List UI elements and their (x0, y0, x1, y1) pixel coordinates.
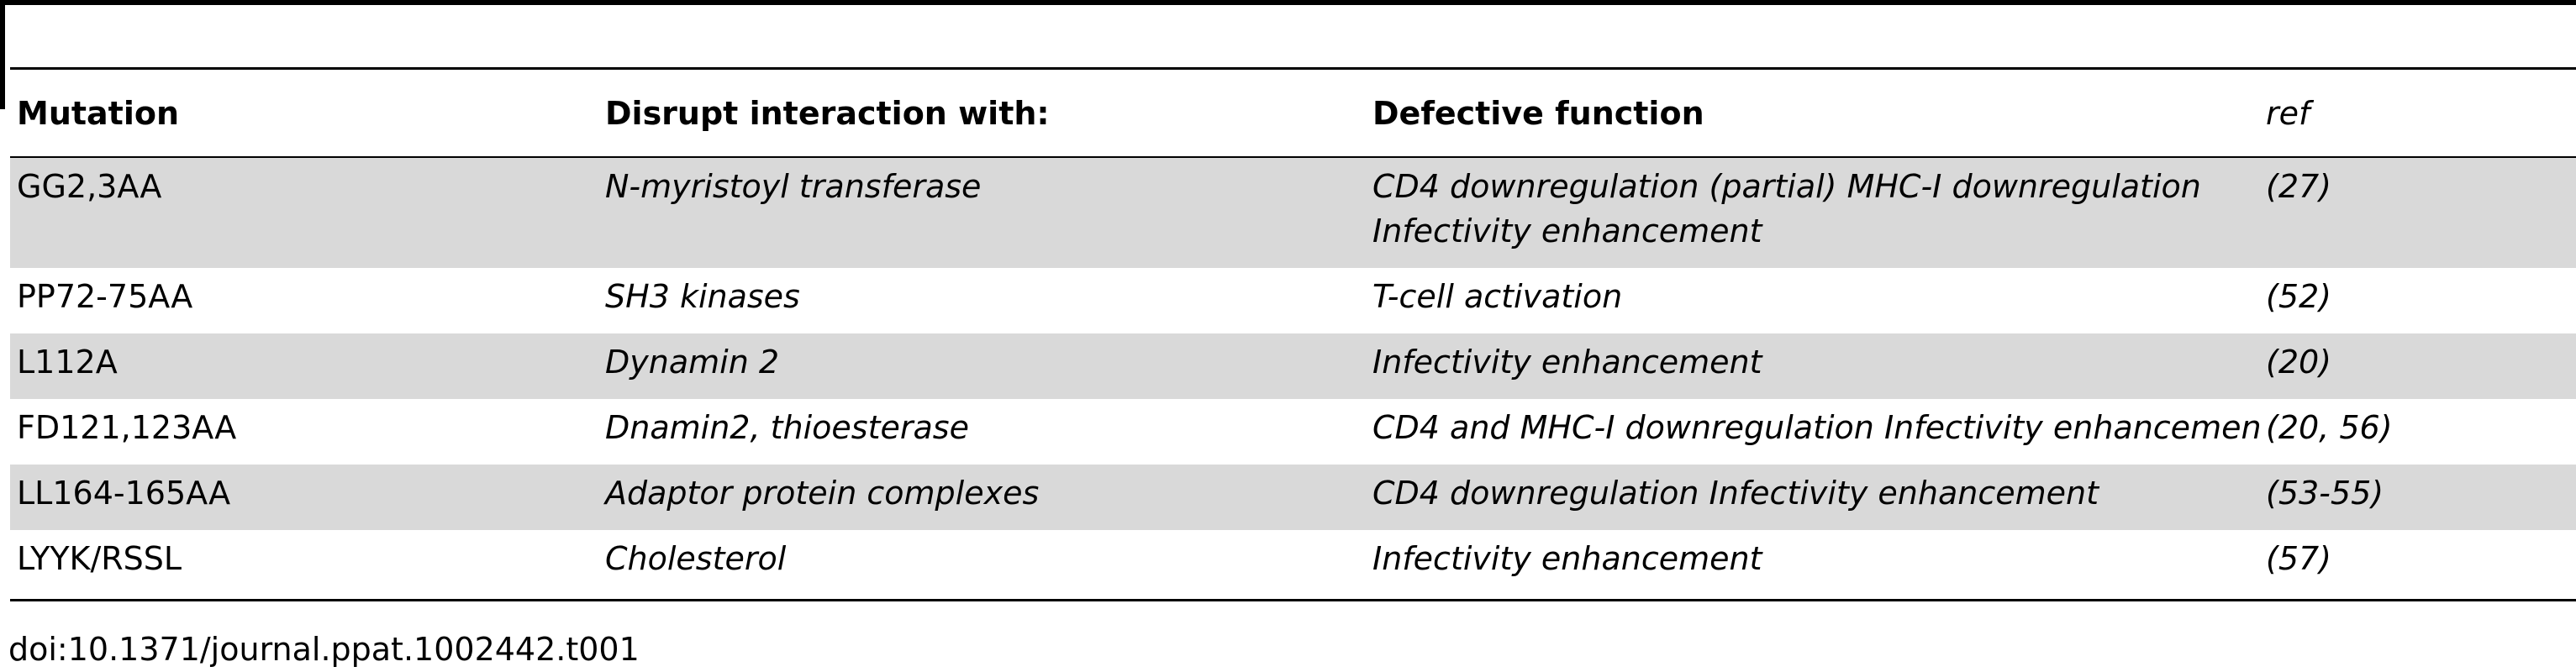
table-bottom-rule (10, 599, 2576, 601)
table-row: LYYK/RSSL Cholesterol Infectivity enhanc… (10, 530, 2576, 596)
cell-function-line: Infectivity enhancement (1372, 213, 1762, 249)
mutations-table: Mutation Disrupt interaction with: Defec… (10, 70, 2576, 596)
cell-ref: (20, 56) (2266, 409, 2393, 446)
cell-interaction: Adaptor protein complexes (598, 465, 1366, 530)
cell-function: CD4 and MHC-I downregulation Infectivity… (1372, 409, 2259, 446)
header-function: Defective function (1372, 95, 1704, 132)
cell-mutation: FD121,123AA (17, 409, 237, 446)
table-row: L112A Dynamin 2 Infectivity enhancement … (10, 333, 2576, 399)
header-mutation: Mutation (17, 95, 180, 132)
cell-interaction: N-myristoyl transferase (598, 157, 1366, 268)
header-interaction: Disrupt interaction with: (605, 95, 1050, 132)
cell-interaction: Dynamin 2 (598, 333, 1366, 399)
table-header-rule (10, 67, 2576, 70)
header-row: Mutation Disrupt interaction with: Defec… (10, 70, 2576, 157)
cell-mutation: LL164-165AA (10, 465, 598, 530)
cell-function: CD4 downregulation Infectivity enhanceme… (1366, 465, 2259, 530)
cell-interaction: SH3 kinases (605, 278, 800, 315)
cell-ref: (53-55) (2259, 465, 2576, 530)
table-row: FD121,123AA Dnamin2, thioesterase CD4 an… (10, 399, 2576, 465)
cell-ref: (27) (2259, 157, 2576, 268)
cell-function: Infectivity enhancement (1372, 540, 1762, 577)
cell-function-line: CD4 downregulation (partial) MHC-I downr… (1372, 168, 2201, 205)
table-row: LL164-165AA Adaptor protein complexes CD… (10, 465, 2576, 530)
cell-mutation: LYYK/RSSL (17, 540, 182, 577)
cell-ref: (20) (2259, 333, 2576, 399)
table-top-rule (0, 0, 2576, 5)
doi-link[interactable]: doi:10.1371/journal.ppat.1002442.t001 (8, 631, 640, 668)
table-row: GG2,3AA N-myristoyl transferase CD4 down… (10, 157, 2576, 268)
cell-mutation: PP72-75AA (17, 278, 193, 315)
cell-function: Infectivity enhancement (1366, 333, 2259, 399)
cell-mutation: GG2,3AA (10, 157, 598, 268)
cell-function: T-cell activation (1372, 278, 1623, 315)
cell-function: CD4 downregulation (partial) MHC-I downr… (1366, 157, 2259, 268)
cell-ref: (52) (2266, 278, 2332, 315)
cell-ref: (57) (2266, 540, 2332, 577)
cell-mutation: L112A (10, 333, 598, 399)
table-body: GG2,3AA N-myristoyl transferase CD4 down… (10, 157, 2576, 596)
table-row: PP72-75AA SH3 kinases T-cell activation … (10, 268, 2576, 333)
cell-interaction: Dnamin2, thioesterase (605, 409, 969, 446)
cell-interaction: Cholesterol (605, 540, 787, 577)
header-ref: ref (2266, 95, 2310, 132)
table-header: Mutation Disrupt interaction with: Defec… (10, 70, 2576, 157)
table-left-rule (0, 0, 5, 109)
